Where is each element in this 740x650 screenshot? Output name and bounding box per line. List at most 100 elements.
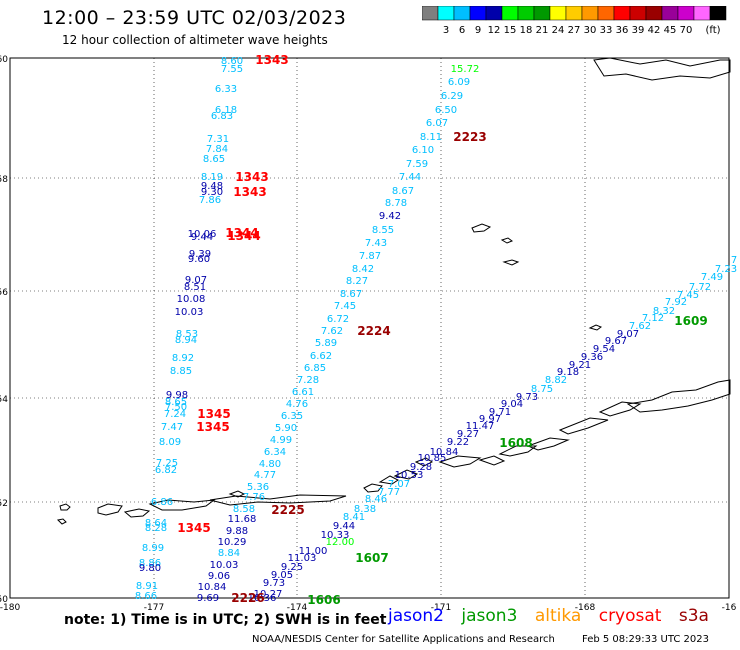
coastline: [414, 457, 433, 467]
coastline: [588, 324, 603, 331]
map-frame: [9, 57, 730, 599]
wave-height-label: 7.92: [665, 297, 687, 308]
coastline: [393, 469, 419, 480]
wave-height-label: 9.44: [333, 521, 355, 532]
coastline: [363, 483, 383, 493]
wave-height-label: 8.09: [159, 437, 181, 448]
wave-height-label: 10.85: [418, 453, 447, 464]
wave-height-label: 9.28: [410, 462, 432, 473]
wave-height-label: 4.76: [286, 399, 308, 410]
wave-height-label: 8.11: [420, 132, 442, 143]
wave-height-label: 8.41: [343, 512, 365, 523]
wave-height-label: 6.85: [304, 363, 326, 374]
wave-height-label: 7.28: [297, 375, 319, 386]
wave-height-label: 10.27: [254, 589, 283, 600]
latitude-label: 52: [0, 499, 8, 509]
wave-height-label: 9.06: [208, 571, 230, 582]
pass-number-label: 1343: [235, 170, 268, 184]
wave-height-label: 8.82: [545, 375, 567, 386]
legend-cryosat: cryosat: [598, 606, 662, 626]
wave-height-label: 7.44: [399, 172, 421, 183]
wave-height-label: 4.99: [270, 435, 292, 446]
wave-height-label: 5.90: [275, 423, 297, 434]
wave-height-label: 9.73: [263, 578, 285, 589]
wave-height-label: 9.73: [516, 392, 538, 403]
wave-height-label: 6.82: [155, 465, 177, 476]
wave-height-label: 9.98: [166, 390, 188, 401]
coastline: [228, 490, 246, 498]
wave-height-label: 6.09: [448, 77, 470, 88]
wave-height-label: 7.62: [321, 326, 343, 337]
wave-height-label: 6.18: [215, 105, 237, 116]
colorbar-swatch: [709, 6, 727, 21]
pass-number-label: 2224: [357, 324, 390, 338]
color-scale-bar: 3 6 9 12 15 18 21 24 27 30 33 36 39 42 45 70 (ft): [422, 6, 727, 36]
wave-height-label: 8.78: [385, 198, 407, 209]
wave-height-label: 7.12: [642, 313, 664, 324]
wave-height-label: 7.47: [161, 422, 183, 433]
wave-height-label: 4.77: [254, 470, 276, 481]
wave-height-label: 5.36: [247, 482, 269, 493]
pass-number-label: 2223: [453, 130, 486, 144]
wave-height-label: 7.62: [629, 321, 651, 332]
wave-height-label: 9.80: [139, 563, 161, 574]
wave-height-label: 9.67: [605, 336, 627, 347]
coastline: [593, 57, 731, 81]
wave-height-label: 6.34: [264, 447, 286, 458]
longitude-label: -180: [0, 603, 20, 613]
generated-timestamp: Feb 5 08:29:33 UTC 2023: [582, 634, 709, 645]
pass-number-label: 1343: [255, 53, 288, 67]
wave-height-label: 6.10: [412, 145, 434, 156]
coastline: [626, 379, 731, 413]
wave-height-label: 7.45: [677, 290, 699, 301]
colorbar-tick-label: 70: [680, 25, 693, 36]
wave-height-label: 10.33: [321, 530, 350, 541]
coastline: [471, 223, 492, 233]
wave-height-label: 10.84: [198, 582, 227, 593]
wave-height-label: 7.84: [206, 144, 228, 155]
longitude-label: -16: [722, 603, 737, 613]
pass-number-label: 1344: [227, 229, 260, 243]
pass-number-label: 1345: [177, 521, 210, 535]
pass-number-label: 1607: [355, 551, 388, 565]
wave-height-label: 7.86: [199, 195, 221, 206]
wave-height-label: 15.72: [451, 64, 480, 75]
colorbar-unit: (ft): [705, 25, 720, 36]
coastline: [500, 237, 514, 244]
wave-height-label: 8.99: [142, 543, 164, 554]
wave-height-label: 8.42: [352, 264, 374, 275]
pass-number-label: 2226: [231, 591, 264, 605]
wave-height-label: 9.48: [201, 181, 223, 192]
wave-height-label: 6.33: [215, 84, 237, 95]
latitude-label: 54: [0, 395, 8, 405]
wave-height-label: 8.75: [531, 384, 553, 395]
page-subtitle: 12 hour collection of altimeter wave hei…: [62, 33, 328, 47]
wave-height-label: 6.07: [426, 118, 448, 129]
wave-height-label: 9.25: [281, 562, 303, 573]
colorbar-tick-label: 45: [664, 25, 677, 36]
latitude-label: 58: [0, 175, 8, 185]
footer-note: note: 1) Time is in UTC; 2) SWH is in fe…: [64, 612, 387, 628]
colorbar-tick-label: 3: [443, 25, 449, 36]
wave-height-label: 12.00: [326, 537, 355, 548]
longitude-label: -168: [575, 603, 596, 613]
wave-height-label: 8.67: [340, 289, 362, 300]
wave-height-label: 8.58: [233, 504, 255, 515]
wave-height-label: 10.06: [188, 229, 217, 240]
wave-height-label: 9.88: [226, 526, 248, 537]
wave-height-label: 9.36: [581, 352, 603, 363]
colorbar-tick-label: 18: [520, 25, 533, 36]
wave-height-label: 8.19: [201, 172, 223, 183]
wave-height-label: 6.86: [151, 497, 173, 508]
wave-height-label: 11.47: [466, 421, 495, 432]
wave-height-label: 8.38: [354, 504, 376, 515]
wave-height-label: 8.67: [392, 186, 414, 197]
wave-height-label: 6.50: [435, 105, 457, 116]
wave-height-label: 9.07: [617, 329, 639, 340]
coastline: [598, 401, 642, 417]
wave-height-label: 11.68: [228, 514, 257, 525]
coastline: [148, 499, 216, 511]
wave-height-label: 8.53: [176, 329, 198, 340]
wave-height-label: 7.49: [701, 272, 723, 283]
legend-s3a: s3a: [678, 606, 709, 626]
